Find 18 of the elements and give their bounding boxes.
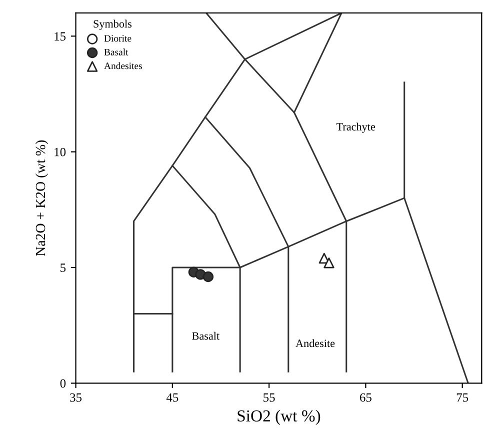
annotation: Basalt: [192, 332, 220, 340]
legend-label: Diorite: [104, 35, 132, 42]
legend-label: Basalt: [104, 48, 128, 56]
legend-title: Symbols: [94, 20, 132, 30]
legend-label: Andesites: [104, 62, 142, 70]
x-tick-label: 65: [360, 393, 372, 402]
annotation: Trachyte: [336, 122, 376, 133]
y-tick-label: 15: [54, 32, 66, 41]
x-tick-label: 35: [70, 393, 82, 402]
y-tick-label: 10: [54, 148, 66, 156]
x-axis-title: SiO2 (wt %): [238, 410, 320, 425]
x-tick-label: 55: [264, 393, 275, 402]
annotation: Andesite: [296, 339, 335, 348]
x-tick-label: 75: [456, 393, 468, 402]
y-tick-label: 5: [60, 264, 66, 272]
y-axis-title: Na2O + K2O (wt %): [35, 140, 48, 256]
y-tick-label: 0: [60, 379, 66, 388]
x-tick-label: 45: [166, 393, 178, 402]
